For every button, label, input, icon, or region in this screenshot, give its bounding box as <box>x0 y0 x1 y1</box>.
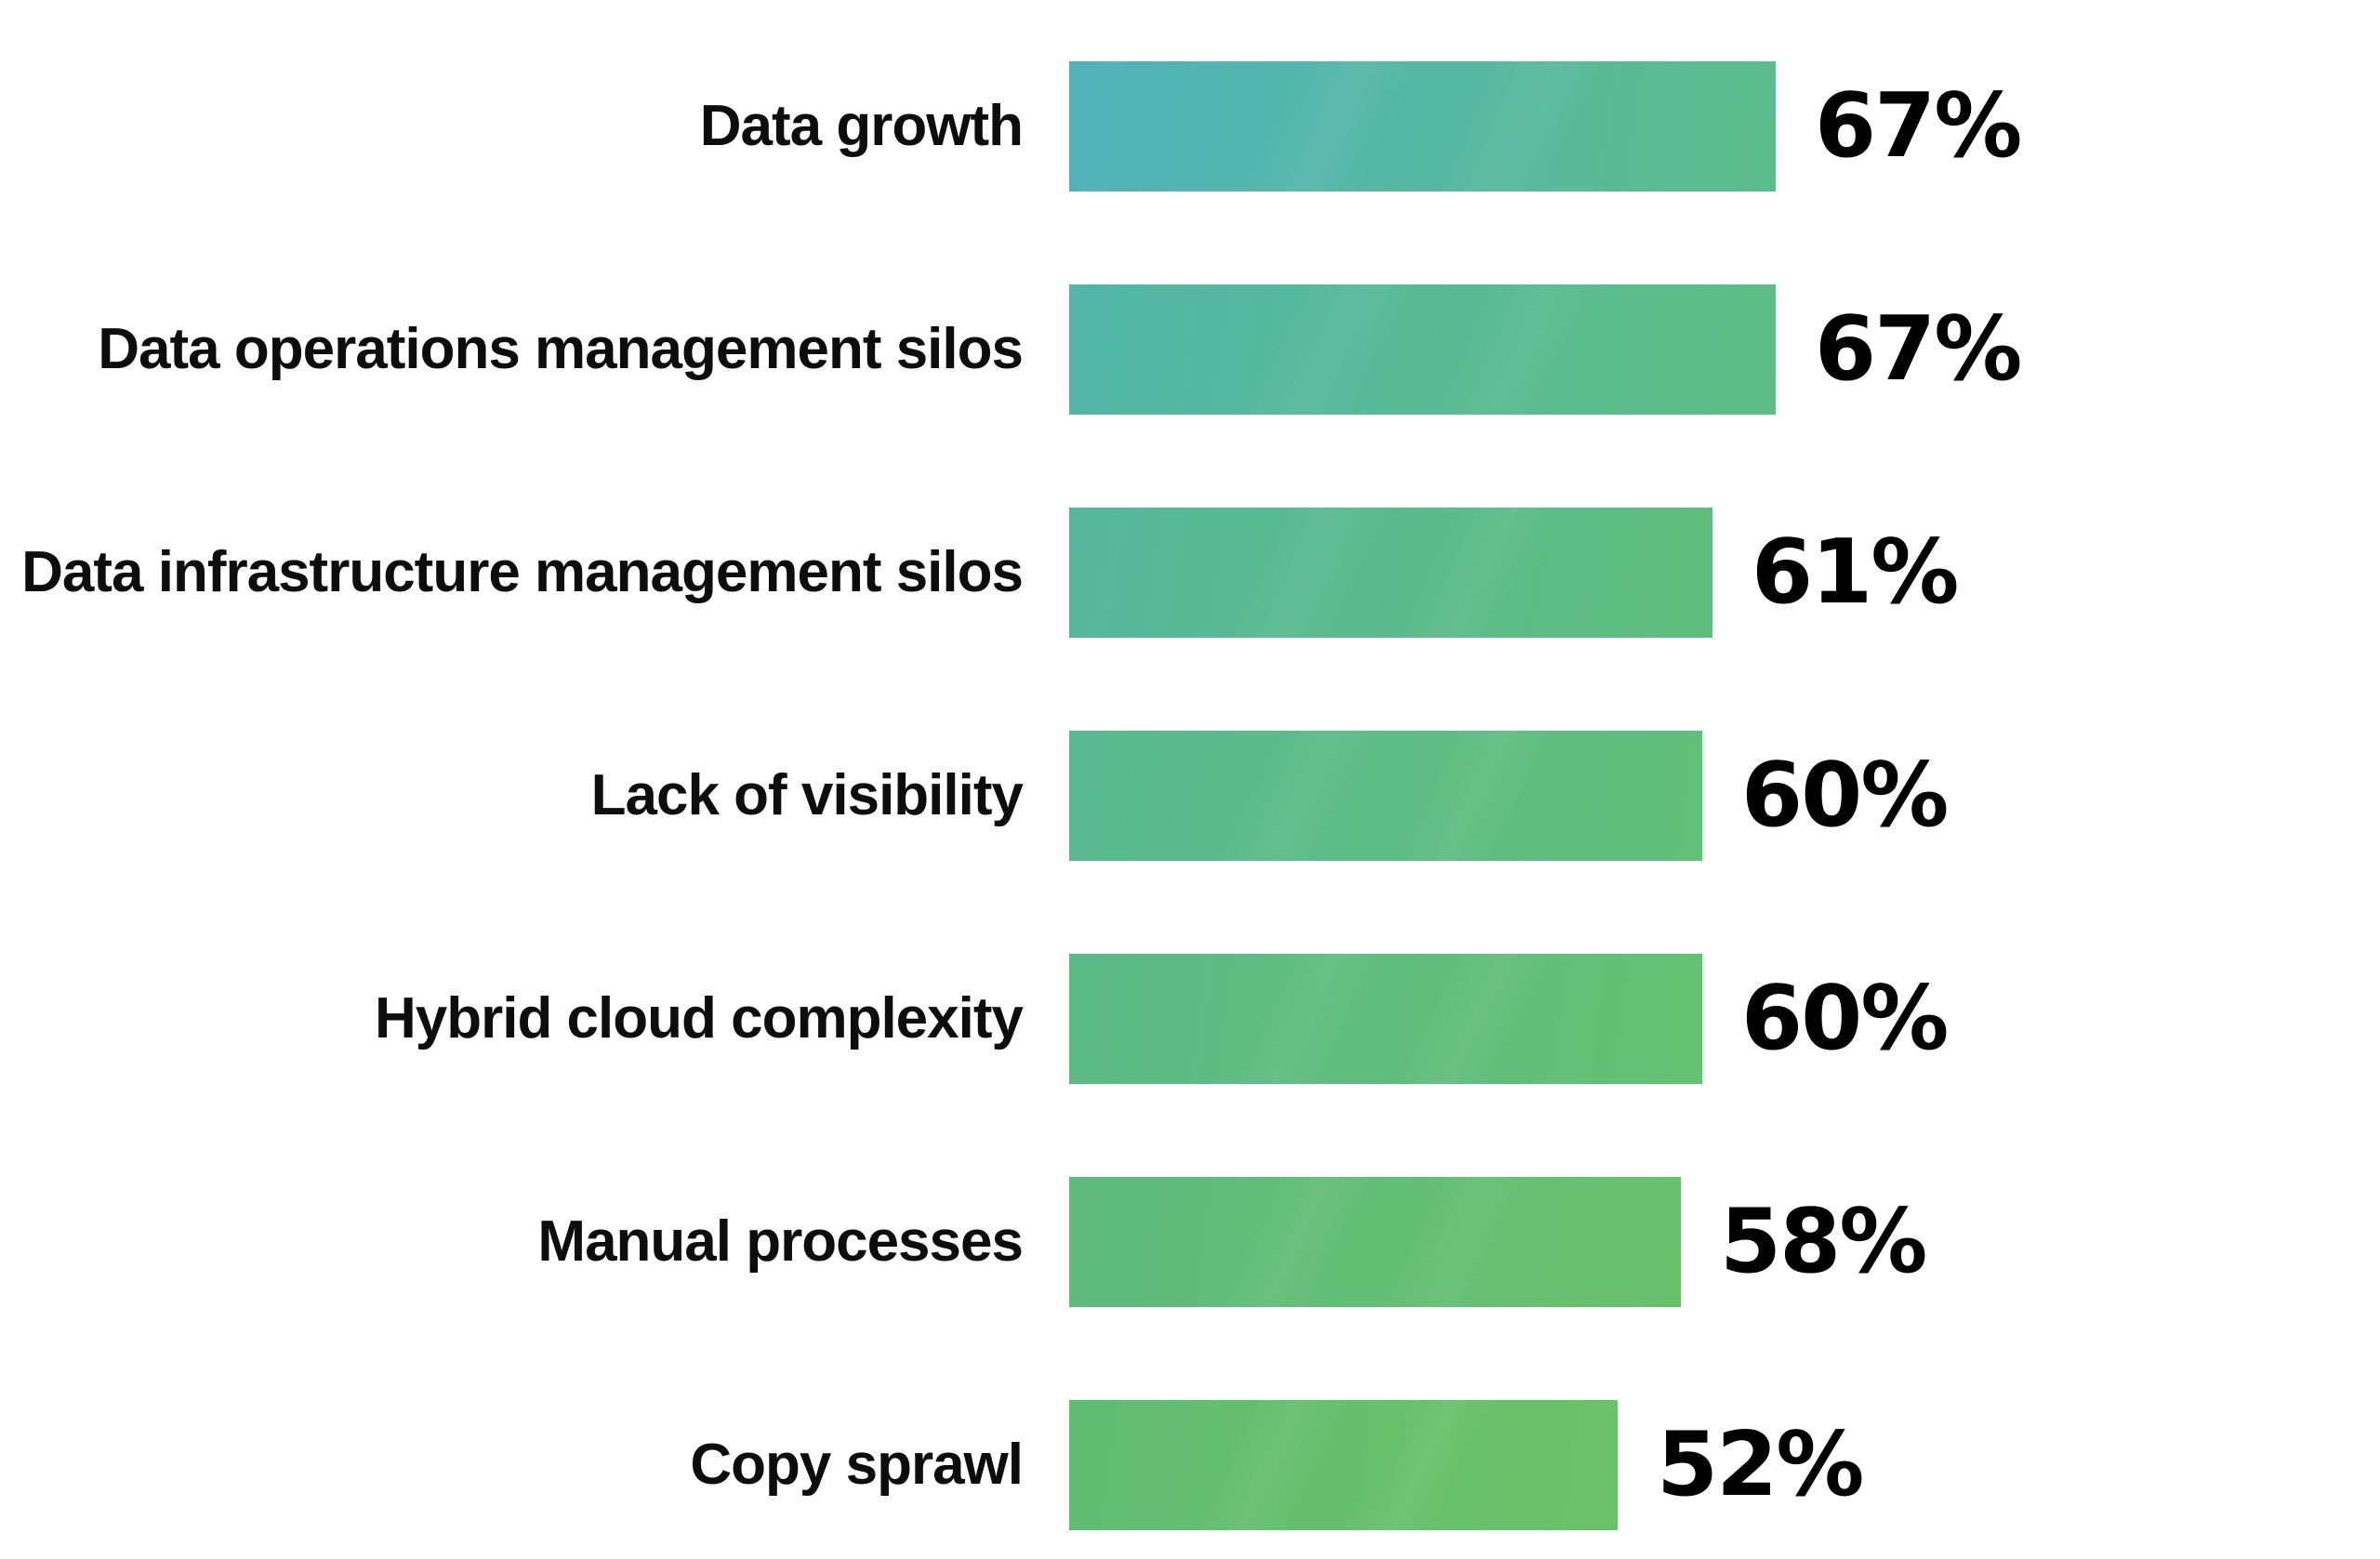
category-label: Data operations management silos <box>98 316 1024 381</box>
value-label: 58% <box>1720 1191 1927 1293</box>
bar <box>1069 731 1702 861</box>
chart-row: Hybrid cloud complexity 60% <box>0 954 2380 1084</box>
category-label: Data growth <box>699 93 1024 158</box>
category-label: Lack of visibility <box>590 762 1024 827</box>
bar <box>1069 61 1776 192</box>
value-label: 60% <box>1741 968 1949 1070</box>
category-label: Hybrid cloud complexity <box>374 985 1024 1050</box>
bar-track: 60% <box>1069 954 2380 1084</box>
chart-row: Copy sprawl 52% <box>0 1400 2380 1530</box>
bar-track: 67% <box>1069 61 2380 192</box>
value-label: 52% <box>1657 1414 1864 1516</box>
bar-track: 60% <box>1069 731 2380 861</box>
bar-track: 61% <box>1069 508 2380 638</box>
chart-row: Manual processes 58% <box>0 1177 2380 1307</box>
chart-row: Data operations management silos 67% <box>0 284 2380 415</box>
value-label: 60% <box>1741 745 1949 847</box>
value-label: 67% <box>1815 298 2022 401</box>
bar <box>1069 954 1702 1084</box>
chart-row: Lack of visibility 60% <box>0 731 2380 861</box>
bar <box>1069 508 1712 638</box>
category-label: Manual processes <box>537 1209 1024 1274</box>
value-label: 61% <box>1752 522 1959 624</box>
bar-track: 58% <box>1069 1177 2380 1307</box>
chart-row: Data infrastructure management silos 61% <box>0 508 2380 638</box>
bar <box>1069 1177 1681 1307</box>
bar <box>1069 1400 1618 1530</box>
category-label: Data infrastructure management silos <box>21 539 1024 604</box>
chart-row: Data growth 67% <box>0 61 2380 192</box>
bar-track: 52% <box>1069 1400 2380 1530</box>
value-label: 67% <box>1815 75 2022 178</box>
bar-track: 67% <box>1069 284 2380 415</box>
bar <box>1069 284 1776 415</box>
category-label: Copy sprawl <box>690 1432 1024 1497</box>
